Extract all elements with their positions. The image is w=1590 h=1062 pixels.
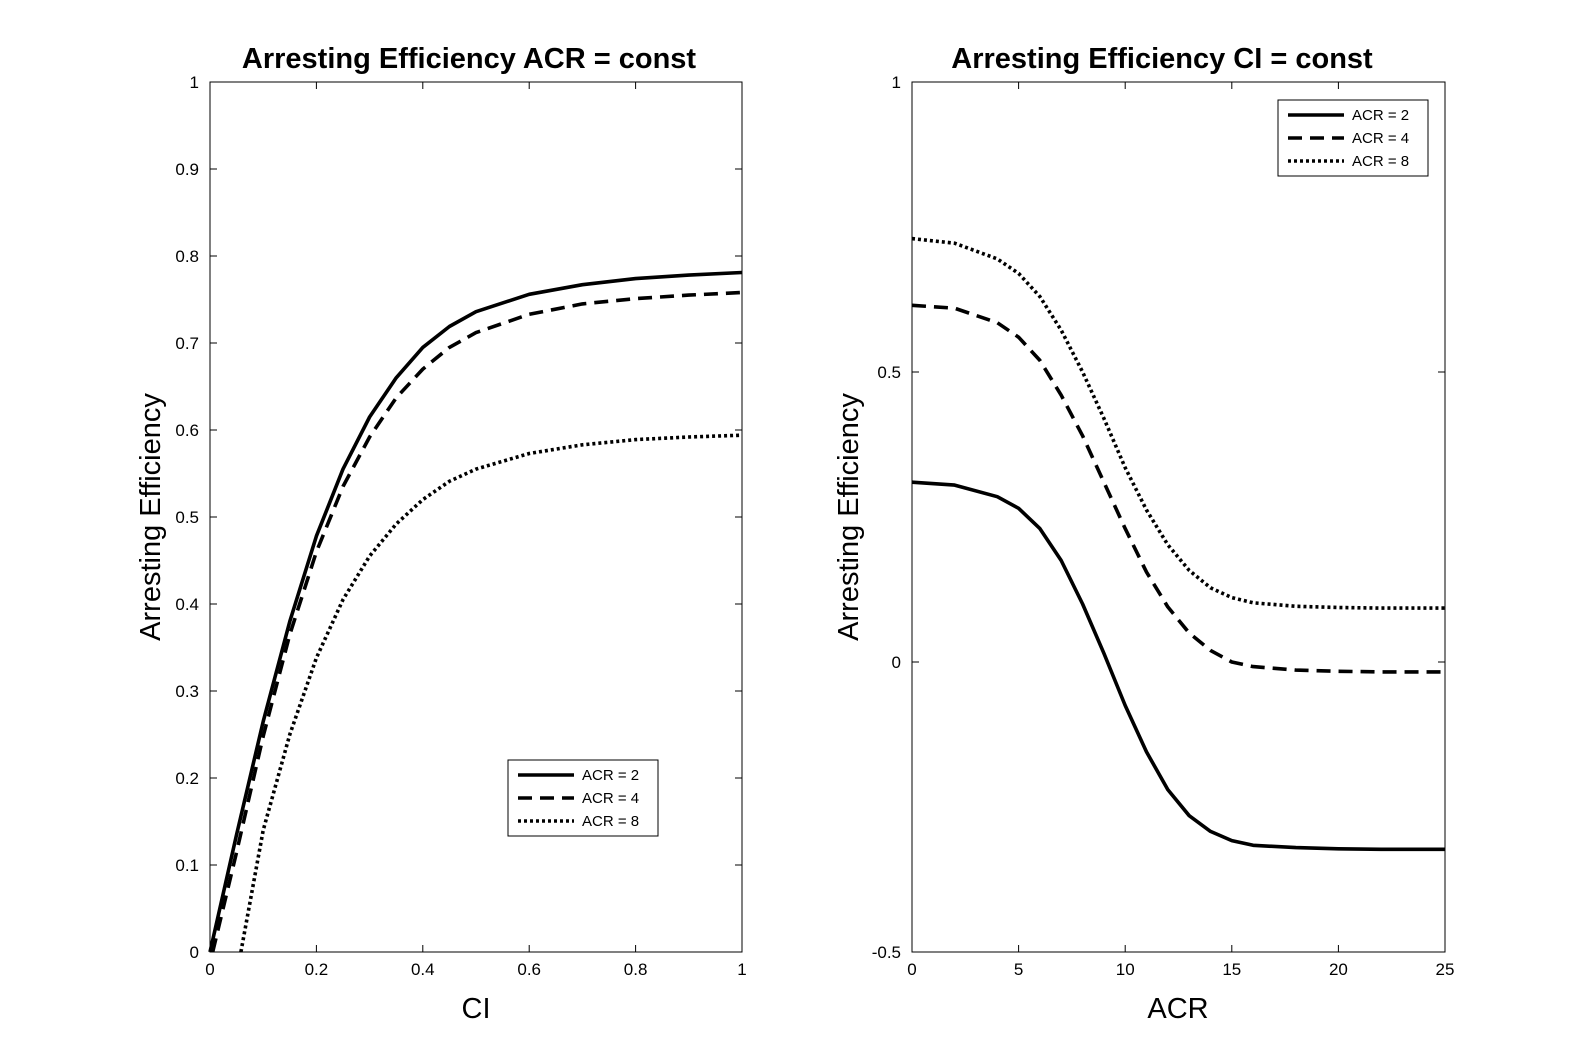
y-tick-label: 0.3 (175, 682, 199, 701)
series-line-3 (911, 236, 1445, 610)
legend-label: ACR = 8 (582, 813, 639, 830)
x-tick-label: 0.8 (624, 960, 648, 979)
series-line-3 (239, 433, 743, 953)
chart-title: Arresting Efficiency CI = const (951, 43, 1373, 75)
y-tick-label: 0.6 (175, 421, 199, 440)
y-tick-label: 0 (892, 653, 901, 672)
y-tick-label: 0.1 (175, 856, 199, 875)
x-tick-label: 5 (1014, 960, 1023, 979)
y-tick-label: 1 (190, 73, 199, 92)
legend: ACR = 2 ACR = 4 ACR = 8 (507, 759, 659, 837)
y-axis-ticks: -0.5 0 0.5 1 (872, 73, 1445, 962)
plot-area (209, 81, 743, 953)
legend-label: ACR = 2 (582, 767, 639, 784)
y-tick-label: 0.5 (877, 363, 901, 382)
series-line-1 (208, 270, 743, 953)
x-tick-label: 0.4 (411, 960, 435, 979)
x-axis-ticks: 0 0.2 0.4 0.6 0.8 1 (205, 82, 747, 979)
legend-label: ACR = 2 (1352, 107, 1409, 124)
chart-title: Arresting Efficiency ACR = const (242, 43, 697, 75)
y-tick-label: 0.9 (175, 160, 199, 179)
x-tick-label: 10 (1116, 960, 1135, 979)
y-axis-label: Arresting Efficiency (833, 393, 865, 641)
legend: ACR = 2 ACR = 4 ACR = 8 (1277, 99, 1429, 177)
series-lines (911, 236, 1445, 852)
series-line-2 (911, 303, 1445, 674)
series-line-1 (911, 480, 1445, 852)
x-tick-label: 15 (1222, 960, 1241, 979)
chart-panel-right: Arresting Efficiency CI = const 0 5 10 15 20… (833, 43, 1454, 1025)
y-tick-label: 0.7 (175, 334, 199, 353)
legend-box (507, 759, 659, 837)
series-lines (208, 270, 743, 953)
x-tick-label: 0 (205, 960, 214, 979)
x-tick-label: 0 (907, 960, 916, 979)
x-tick-label: 0.6 (517, 960, 541, 979)
legend-box (1277, 99, 1429, 177)
x-tick-label: 25 (1436, 960, 1455, 979)
plot-area (911, 81, 1446, 953)
y-axis-label: Arresting Efficiency (135, 393, 167, 641)
x-tick-label: 20 (1329, 960, 1348, 979)
y-tick-label: -0.5 (872, 943, 901, 962)
y-tick-label: 1 (892, 73, 901, 92)
x-tick-label: 0.2 (305, 960, 329, 979)
y-tick-label: 0.5 (175, 508, 199, 527)
legend-label: ACR = 4 (582, 790, 639, 807)
series-line-2 (210, 290, 743, 953)
y-tick-label: 0 (190, 943, 199, 962)
y-tick-label: 0.4 (175, 595, 199, 614)
x-axis-ticks: 0 5 10 15 20 25 (907, 82, 1454, 979)
x-axis-label: ACR (1147, 993, 1208, 1025)
y-tick-label: 0.8 (175, 247, 199, 266)
legend-label: ACR = 4 (1352, 130, 1409, 147)
chart-panel-left: Arresting Efficiency ACR = const 0 0.2 0.4… (135, 43, 747, 1025)
y-tick-label: 0.2 (175, 769, 199, 788)
x-axis-label: CI (462, 993, 491, 1025)
legend-label: ACR = 8 (1352, 153, 1409, 170)
x-tick-label: 1 (737, 960, 746, 979)
